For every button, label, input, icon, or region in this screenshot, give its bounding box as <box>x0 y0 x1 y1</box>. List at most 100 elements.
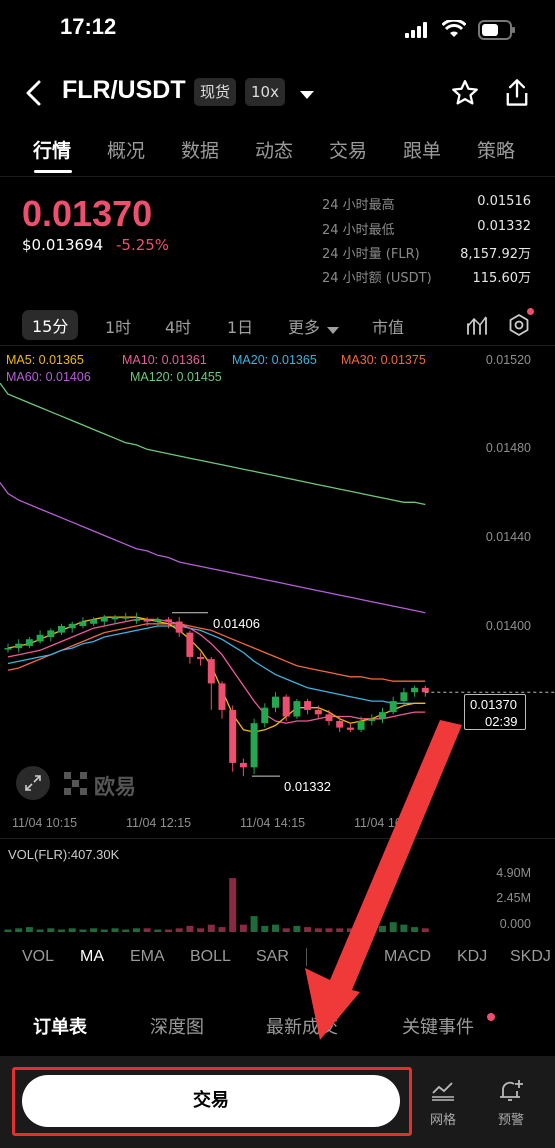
volume-bar <box>325 928 333 932</box>
volume-bar <box>25 927 33 932</box>
volume-bar <box>132 928 140 932</box>
ma10-line <box>7 618 426 724</box>
volume-bar <box>207 924 215 932</box>
share-icon[interactable] <box>503 78 531 112</box>
tab-activity[interactable]: 动态 <box>255 140 294 162</box>
interval-market-cap[interactable]: 市值 <box>372 318 405 337</box>
tab-key-events[interactable]: 关键事件 <box>402 1017 474 1038</box>
tab-market[interactable]: 行情 <box>33 140 72 162</box>
settings-notification-dot <box>527 308 534 315</box>
ma30-legend: MA30: 0.01375 <box>341 353 426 367</box>
candle-body <box>411 687 419 693</box>
ma5-legend: MA5: 0.01365 <box>6 353 84 367</box>
volume-bar <box>346 928 354 932</box>
trade-button[interactable]: 交易 <box>22 1075 400 1127</box>
candlestick-chart[interactable] <box>0 345 555 810</box>
volume-bar <box>250 916 258 932</box>
candle-body <box>346 727 354 730</box>
tab-order-book[interactable]: 订单表 <box>33 1017 87 1038</box>
indicator-kdj[interactable]: KDJ <box>457 948 488 965</box>
interval-15m[interactable]: 15分 <box>22 310 79 340</box>
volume-tick: 2.45M <box>496 891 531 905</box>
volume-bar <box>379 925 386 932</box>
candle-body <box>100 617 108 622</box>
tab-data[interactable]: 数据 <box>181 140 220 162</box>
pair-dropdown-icon[interactable] <box>299 86 315 105</box>
fullscreen-icon[interactable] <box>16 766 50 800</box>
interval-1d[interactable]: 1日 <box>227 318 254 337</box>
tab-depth-chart[interactable]: 深度图 <box>150 1017 204 1038</box>
back-icon[interactable] <box>24 80 44 110</box>
indicator-skdj[interactable]: SKDJ <box>510 948 551 965</box>
stat-volume-value: 8,157.92万 <box>460 247 531 262</box>
leverage-tag: 10x <box>245 78 285 106</box>
indicator-icon[interactable] <box>466 314 488 340</box>
stat-turnover-label: 24 小时额 (USDT) <box>322 271 432 286</box>
y-tick: 0.01400 <box>485 619 531 633</box>
candle-body <box>132 619 140 621</box>
pair-title[interactable]: FLR/USDT <box>62 76 186 104</box>
candle-body <box>229 709 237 763</box>
stat-volume-label: 24 小时量 (FLR) <box>322 247 420 262</box>
candle-body <box>218 683 226 710</box>
tab-underline <box>34 170 72 173</box>
star-icon[interactable] <box>450 78 480 112</box>
current-price-box <box>464 694 526 730</box>
volume-bar <box>229 878 237 932</box>
volume-bar <box>143 928 151 932</box>
tab-copy-trading[interactable]: 跟单 <box>403 140 442 162</box>
tab-strategy[interactable]: 策略 <box>477 140 516 162</box>
indicator-boll[interactable]: BOLL <box>190 948 231 965</box>
key-events-dot <box>487 1013 495 1021</box>
candle-body <box>389 701 397 713</box>
candle-body <box>282 696 290 717</box>
stat-low-value: 0.01332 <box>477 219 531 234</box>
volume-bar <box>90 928 98 932</box>
candle-body <box>68 623 76 629</box>
ma20-line <box>7 625 426 704</box>
grid-button[interactable]: 网格 <box>416 1078 470 1128</box>
candle-body <box>304 701 312 710</box>
highlight-box <box>12 1067 412 1136</box>
candle-body <box>36 634 44 642</box>
candle-body <box>239 762 247 768</box>
stat-turnover-value: 115.60万 <box>472 271 532 286</box>
indicator-sar[interactable]: SAR <box>256 948 289 965</box>
candle-body <box>293 701 301 717</box>
indicator-macd[interactable]: MACD <box>384 948 432 965</box>
candle-body <box>336 720 344 728</box>
tab-overview[interactable]: 概况 <box>107 140 146 162</box>
settings-icon[interactable] <box>507 313 531 341</box>
watermark-text: 欧易 <box>94 775 136 799</box>
volume-bar <box>36 929 44 932</box>
interval-4h[interactable]: 4时 <box>165 318 192 337</box>
interval-more[interactable]: 更多 <box>288 318 321 337</box>
volume-bar <box>122 929 130 932</box>
interval-1h[interactable]: 1时 <box>105 318 132 337</box>
volume-bar <box>261 925 269 932</box>
volume-bar <box>100 929 108 932</box>
volume-bar <box>186 925 194 932</box>
indicator-vol[interactable]: VOL <box>22 948 55 965</box>
indicator-ma[interactable]: MA <box>80 948 104 965</box>
indicator-ema[interactable]: EMA <box>130 948 165 965</box>
y-tick: 0.01440 <box>485 530 531 544</box>
candle-body <box>379 712 386 719</box>
volume-bar <box>400 924 408 932</box>
signal-icon <box>405 22 429 42</box>
volume-bar <box>4 929 12 932</box>
grid-label: 网格 <box>429 1113 456 1128</box>
volume-bar <box>58 929 65 932</box>
candle-body <box>58 626 65 633</box>
okx-logo-icon <box>64 772 88 800</box>
alert-label: 预警 <box>497 1113 524 1128</box>
chart-bottom-divider <box>0 838 555 839</box>
candle-body <box>368 718 376 721</box>
volume-bar <box>165 929 172 932</box>
alert-button[interactable]: 预警 <box>484 1078 538 1128</box>
candle-body <box>186 632 194 657</box>
volume-bar <box>68 928 76 932</box>
tab-trade[interactable]: 交易 <box>329 140 368 162</box>
price-change: -5.25% <box>116 236 170 254</box>
interval-bar: 15分 1时 4时 1日 更多 市值 <box>0 308 555 340</box>
